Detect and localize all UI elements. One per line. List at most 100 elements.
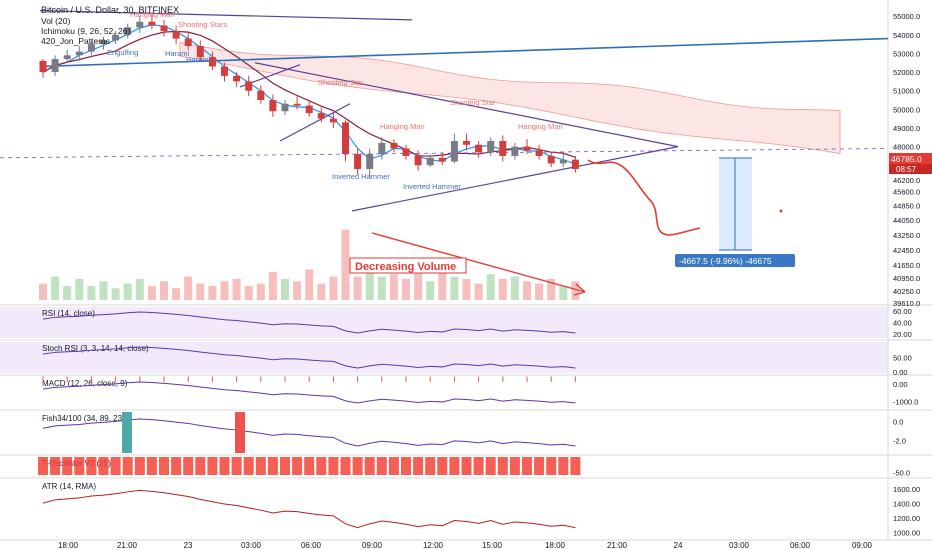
osc-bar [159,457,169,475]
pane-line [42,311,576,334]
measure-label: -4667.5 (-9.96%) -46675 [679,256,772,266]
volume-bar [99,281,108,300]
time-tick: 21:00 [117,541,138,550]
pattern-label: Shooting Stars [178,20,227,29]
time-tick: 09:00 [852,541,873,550]
top-trendline [39,9,413,21]
osc-bar [328,457,339,475]
volume-bar [305,269,314,300]
pattern-label: Shooting Star [450,98,496,107]
price-tick: 39610.0 [893,299,920,308]
osc-bar [401,457,411,475]
osc-bar [316,457,327,475]
osc-bar [171,457,182,475]
volume-bar [268,271,277,300]
osc-bar [376,457,387,475]
osc-bar [195,457,206,475]
candle-body [281,103,289,112]
pane-tick: 60.00 [893,307,912,316]
volume-bar [232,278,241,300]
pane-tick: 1000.00 [893,529,920,538]
candle-body [354,154,362,169]
candle-body [245,81,253,91]
osc-band [0,307,888,338]
volume-bar [87,285,96,300]
triangle-lower-line [351,146,679,212]
volume-bar [123,283,132,300]
volume-bar [293,281,302,300]
time-tick: 18:00 [545,541,566,550]
volume-bar [160,281,168,300]
price-tick: 54000.0 [893,31,920,40]
osc-bar [425,457,436,475]
candle-body [487,141,495,153]
pane-tick: 0.0 [893,417,903,426]
price-tick: 40250.0 [893,287,920,296]
osc-bar [304,457,315,475]
candle-body [51,59,59,73]
indicator-panes: RSI (14, close) 60.00 40.00 20.00 Stoch RSI … [0,307,920,538]
candle-body [184,38,192,46]
indicator-patterns: 420_Jon_Patterns [41,36,110,46]
osc-bar [219,457,230,475]
pattern-label: Inverted Hammer [403,182,461,191]
candle-body [293,103,301,106]
current-price-tag [889,153,932,164]
pane-line [42,489,576,529]
osc-bar [243,457,254,475]
candle-body [305,105,313,114]
volume-bar [571,281,580,300]
candle-body [100,40,107,45]
pane-line [42,346,576,369]
pane-tick: 20.00 [893,330,912,339]
trend-lines[interactable] [39,9,889,212]
candle-body [112,34,120,41]
fish-bar [122,412,132,453]
projection-drawing[interactable] [371,159,783,296]
osc-bar [558,457,569,475]
volume-bar [281,278,289,300]
volume-bar [365,271,374,300]
osc-bar [461,457,472,475]
time-tick: 09:00 [362,541,383,550]
volume-bar [208,285,217,300]
osc-bar [473,457,484,475]
pattern-label: Hanging Man [518,122,563,131]
blue-trendline [39,37,889,68]
time-tick: 03:00 [241,541,262,550]
osc-bar [340,457,351,475]
time-tick: 15:00 [482,541,503,550]
pattern-label: Hanging Man [380,122,425,131]
osc-bar [449,457,460,475]
countdown-value: 08:57 [896,165,917,174]
volume-bar [547,278,556,300]
osc-bar [364,457,375,475]
candle-body [463,141,470,145]
pane-tick: 50.00 [893,354,912,363]
measure-label-box [675,254,795,267]
pattern-label: Engulfing [107,48,138,57]
pane-tick: 0.00 [893,380,908,389]
osc-bar [292,457,303,475]
volume-bar [220,281,229,300]
volume-arrow [371,232,586,293]
osc-bar [38,457,48,475]
candle-body [87,44,95,52]
time-tick: 24 [674,541,683,550]
osc-bar [183,457,194,475]
decreasing-volume-box[interactable] [349,257,467,274]
volume-bar [486,274,495,300]
candle-body [426,157,434,166]
price-tick: 43250.0 [893,231,920,240]
measure-tool[interactable] [719,157,752,251]
candle-body [63,55,71,60]
pattern-label: Shooting Star [318,78,364,87]
price-tick: 44050.0 [893,216,920,225]
current-price-value: 46785.0 [891,154,922,164]
triangle-upper-line [254,62,679,148]
candle-body [450,141,458,162]
volume-bars [39,229,580,300]
cloud-band [179,41,841,155]
pane-tick: 1200.00 [893,514,920,523]
